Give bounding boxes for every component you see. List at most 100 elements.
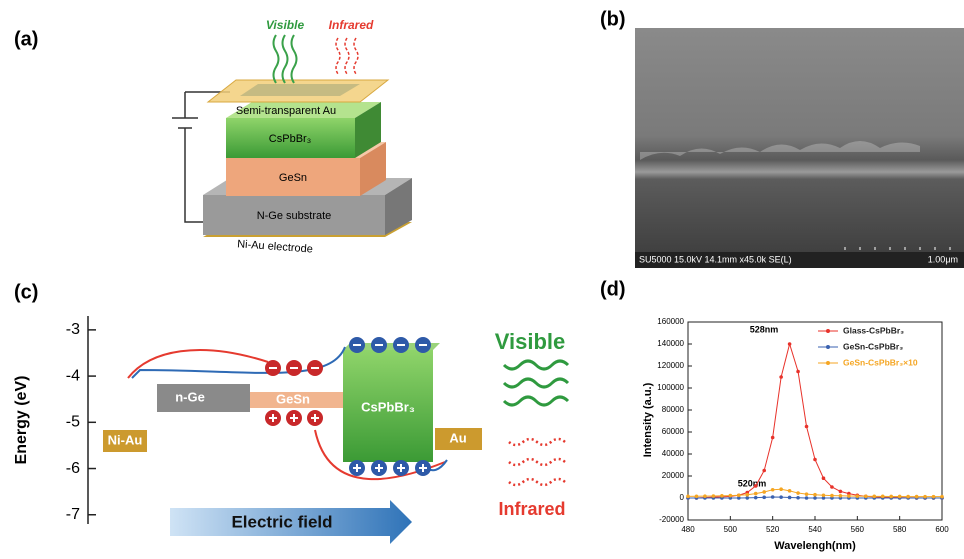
y-tick-label: -6: [66, 460, 80, 477]
legend-marker: [826, 361, 830, 365]
data-point: [898, 495, 902, 499]
data-point: [856, 494, 860, 498]
layer-label: CsPbBr₃: [269, 133, 311, 145]
data-point: [779, 487, 783, 491]
data-point: [813, 458, 817, 462]
data-point: [796, 370, 800, 374]
data-point: [830, 494, 834, 498]
visible-label: Visible: [495, 329, 566, 354]
data-point: [703, 494, 707, 498]
data-point: [754, 496, 758, 500]
panel-d: (d) Intensity (a.u.) Wavelengh(nm) 528nm…: [600, 278, 949, 552]
data-point: [771, 495, 775, 499]
data-point: [745, 496, 749, 500]
axis-label: Energy (eV): [13, 376, 30, 465]
data-point: [788, 342, 792, 346]
carrier-path: [128, 350, 268, 378]
data-point: [932, 495, 936, 499]
y-tick-label: 140000: [657, 339, 684, 348]
legend-marker: [826, 345, 830, 349]
data-point: [813, 496, 817, 500]
axis-label: Wavelengh(nm): [774, 540, 856, 552]
data-point: [745, 493, 749, 497]
annotation: 520nm: [738, 478, 767, 488]
y-tick-label: -7: [66, 506, 80, 523]
data-point: [796, 496, 800, 500]
data-point: [805, 425, 809, 429]
axis-label: Intensity (a.u.): [642, 382, 654, 457]
x-tick-label: 520: [766, 525, 780, 534]
data-point: [720, 494, 724, 498]
data-point: [754, 492, 758, 496]
panel-label: (c): [14, 281, 38, 303]
infrared-label: Infrared: [329, 18, 374, 32]
legend-marker: [826, 329, 830, 333]
visible-label: Visible: [266, 18, 305, 32]
data-point: [788, 496, 792, 500]
data-point: [822, 476, 826, 480]
data-point: [805, 492, 809, 496]
au-window: [240, 84, 360, 96]
data-point: [762, 490, 766, 494]
field-label: Electric field: [231, 512, 332, 531]
panel-label: (a): [14, 28, 38, 50]
scale-label: 1.00μm: [928, 254, 958, 264]
panel-a: (a) Visible Infrared Semi-transparent Au…: [14, 18, 412, 255]
y-tick-label: 80000: [662, 405, 685, 414]
data-point: [796, 491, 800, 495]
data-point: [889, 495, 893, 499]
data-point: [737, 493, 741, 497]
y-tick-label: 0: [680, 493, 685, 502]
panel-label: (b): [600, 8, 626, 30]
data-point: [712, 494, 716, 498]
electrode-label: Ni-Au electrode: [237, 238, 313, 255]
data-point: [695, 494, 699, 498]
y-tick-label: -4: [66, 367, 80, 384]
y-tick-label: 120000: [657, 361, 684, 370]
data-point: [881, 495, 885, 499]
y-tick-label: 100000: [657, 383, 684, 392]
data-point: [771, 436, 775, 440]
layer-label: N-Ge substrate: [257, 210, 332, 222]
light-arrow: [336, 38, 358, 74]
y-tick-label: -20000: [659, 515, 684, 524]
x-tick-label: 560: [851, 525, 865, 534]
plot-frame: [688, 322, 942, 520]
sem-info: SU5000 15.0kV 14.1mm x45.0k SE(L): [639, 254, 792, 264]
x-tick-label: 540: [808, 525, 822, 534]
data-point: [729, 494, 733, 498]
panel-c: (c) Energy (eV) n-Ge GeSn CsPbBr₃ Ni-Au …: [13, 281, 568, 544]
data-point: [872, 495, 876, 499]
data-point: [754, 484, 758, 488]
data-point: [686, 495, 690, 499]
y-tick-label: 40000: [662, 449, 685, 458]
data-point: [813, 493, 817, 497]
material-label: CsPbBr₃: [361, 399, 415, 414]
material-label: GeSn: [276, 391, 310, 406]
data-point: [839, 494, 843, 498]
light-arrow: [274, 35, 297, 83]
data-point: [779, 375, 783, 379]
x-tick-label: 600: [935, 525, 949, 534]
material-label: Au: [449, 430, 466, 445]
layer-label: GeSn: [279, 172, 307, 184]
infrared-label: Infrared: [498, 499, 565, 519]
data-point: [788, 489, 792, 493]
y-tick-label: -3: [66, 321, 80, 338]
light-wave: [504, 361, 568, 405]
legend-label: GeSn-CsPbBr₃: [843, 341, 903, 351]
y-tick-label: -5: [66, 414, 80, 431]
y-tick-label: 20000: [662, 471, 685, 480]
x-tick-label: 480: [681, 525, 695, 534]
figure: (a) Visible Infrared Semi-transparent Au…: [0, 0, 964, 554]
legend-label: Glass-CsPbBr₃: [843, 325, 904, 335]
data-point: [847, 494, 851, 498]
data-point: [830, 485, 834, 489]
annotation: 528nm: [750, 324, 779, 334]
data-point: [940, 495, 944, 499]
data-point: [906, 495, 910, 499]
data-point: [822, 493, 826, 497]
panel-b: (b) SU5000 15.0kV 14.1mm x45.0k SE(L) 1.…: [600, 8, 964, 268]
x-tick-label: 500: [724, 525, 738, 534]
material-label: n-Ge: [175, 389, 205, 404]
